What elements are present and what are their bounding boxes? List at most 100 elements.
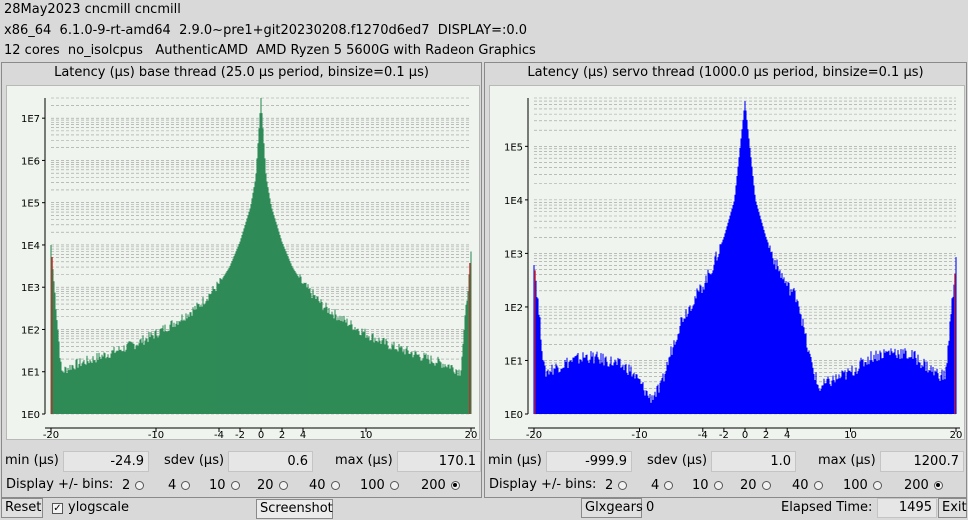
y-tick-label: 1E3 [21,283,40,294]
x-tick-label: 10 [360,430,373,441]
glxgears-count: 0 [646,500,655,515]
bins-radio-label: 20 [740,477,757,493]
radio-dot [181,480,191,490]
radio-dot [761,480,771,490]
bins-radio-20[interactable]: 20 [257,476,288,494]
x-tick-label: -2 [719,430,729,441]
bins-radio-4[interactable]: 4 [168,476,191,494]
x-tick-label: -2 [235,430,245,441]
y-tick-label: 1E7 [21,114,40,125]
base-thread-panel: Latency (µs) base thread (25.0 µs period… [1,62,482,498]
radio-dot [135,480,145,490]
bins-radio-2[interactable]: 2 [122,476,145,494]
y-tick-label: 1E4 [504,196,523,207]
x-tick-label: -4 [214,430,224,441]
bins-radio-label: 200 [904,477,929,493]
elapsed-label: Elapsed Time: [781,500,873,515]
ylogscale-label: ylogscale [68,500,130,515]
bins-radio-label: 2 [605,477,614,493]
x-tick-label: -20 [526,430,542,441]
servo-thread-panel: Latency (µs) servo thread (1000.0 µs per… [484,62,967,498]
x-tick-label: 4 [300,430,306,441]
bins-radio-2[interactable]: 2 [605,476,628,494]
bins-radio-label: 10 [209,477,226,493]
max-label: max (µs) [818,453,876,468]
x-tick-label: 20 [950,430,963,441]
radio-dot [389,480,399,490]
y-tick-label: 1E6 [21,156,40,167]
radio-dot [713,480,723,490]
bins-radio-200[interactable]: 200 [421,476,460,494]
y-tick-label: 1E4 [21,241,40,252]
max-label: max (µs) [335,453,393,468]
bins-radio-label: 10 [692,477,709,493]
servo-bins-row: Display +/- bins: 2 4 10 20 40 100 200 [485,474,966,496]
x-tick-label: 2 [279,430,285,441]
radio-dot [618,480,628,490]
max-value: 170.1 [397,451,481,472]
ylogscale-checkbox[interactable]: ✓ [52,503,63,514]
min-value: -999.9 [546,451,632,472]
exit-button[interactable]: Exit [938,498,967,518]
bins-radio-label: 20 [257,477,274,493]
radio-dot [933,480,943,490]
bins-radio-label: 4 [168,477,177,493]
bins-radio-label: 40 [792,477,809,493]
servo-thread-plot: 1E0 1E1 1E2 1E3 1E4 1E5 -20 -10 -4 -2 0 2 4 10 20 [489,85,965,441]
bins-label: Display +/- bins: [6,477,114,492]
header-cpu-info: 12 cores no_isolcpus AuthenticAMD AMD Ry… [4,43,536,58]
radio-dot [230,480,240,490]
x-tick-label: -10 [631,430,647,441]
radio-dot [278,480,288,490]
base-thread-plot: 1E0 1E1 1E2 1E3 1E4 1E5 1E6 1E7 -20 -10 -4 -2 0 2 4 10 2… [6,85,480,441]
y-tick-label: 1E2 [504,303,523,314]
x-tick-label: 20 [465,430,478,441]
y-tick-label: 1E2 [21,325,40,336]
bins-label: Display +/- bins: [489,477,597,492]
x-tick-label: -20 [43,430,59,441]
y-tick-label: 1E1 [504,356,523,367]
reset-button[interactable]: Reset [1,498,43,518]
bins-radio-200[interactable]: 200 [904,476,943,494]
header-date-host: 28May2023 cncmill cncmill [4,2,181,17]
base-bins-row: Display +/- bins: 2 4 10 20 40 100 200 [2,474,481,496]
bins-radio-label: 100 [843,477,868,493]
radio-dot [813,480,823,490]
bins-radio-label: 100 [360,477,385,493]
glxgears-button[interactable]: Glxgears [581,498,643,518]
sdev-value: 0.6 [228,451,313,472]
servo-stats-row: min (µs) -999.9 sdev (µs) 1.0 max (µs) 1… [485,451,966,473]
sdev-label: sdev (µs) [164,453,225,468]
bins-radio-4[interactable]: 4 [651,476,674,494]
y-tick-label: 1E5 [504,142,523,153]
bins-radio-100[interactable]: 100 [843,476,882,494]
x-tick-label: 10 [844,430,857,441]
screenshot-button[interactable]: Screenshot [256,499,333,519]
max-value: 1200.7 [880,451,964,472]
radio-dot [450,480,460,490]
bins-radio-label: 200 [421,477,446,493]
min-label: min (µs) [488,453,542,468]
sdev-label: sdev (µs) [647,453,708,468]
base-stats-row: min (µs) -24.9 sdev (µs) 0.6 max (µs) 17… [2,451,481,473]
x-tick-label: 2 [763,430,769,441]
elapsed-value: 1495 [877,498,937,518]
x-tick-label: -10 [148,430,164,441]
bins-radio-40[interactable]: 40 [309,476,340,494]
radio-dot [872,480,882,490]
servo-thread-title: Latency (µs) servo thread (1000.0 µs per… [527,65,924,80]
bins-radio-100[interactable]: 100 [360,476,399,494]
header-kernel-info: x86_64 6.1.0-9-rt-amd64 2.9.0~pre1+git20… [4,23,528,38]
bins-radio-10[interactable]: 10 [692,476,723,494]
x-tick-label: -4 [698,430,708,441]
bins-radio-10[interactable]: 10 [209,476,240,494]
y-tick-label: 1E3 [504,249,523,260]
bins-radio-label: 2 [122,477,131,493]
bins-radio-20[interactable]: 20 [740,476,771,494]
y-tick-label: 1E0 [504,410,523,421]
bins-radio-40[interactable]: 40 [792,476,823,494]
y-tick-label: 1E1 [21,368,40,379]
base-thread-title: Latency (µs) base thread (25.0 µs period… [54,65,429,80]
